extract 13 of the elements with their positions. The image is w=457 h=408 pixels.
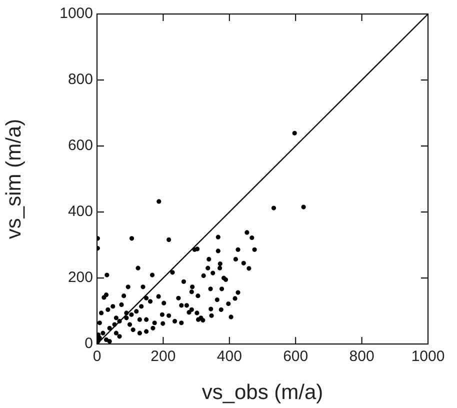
y-tick-label: 400 [68, 203, 93, 220]
x-tick-label: 800 [349, 348, 374, 366]
y-tick-label: 1000 [60, 5, 93, 22]
x-tick-label: 200 [150, 348, 176, 366]
y-tick-label: 0 [84, 335, 93, 352]
x-tick-label: 400 [216, 348, 242, 366]
x-tick-label: 1000 [411, 348, 445, 366]
y-tick-label: 800 [68, 71, 93, 88]
x-tick-label: 600 [283, 348, 308, 366]
y-tick-label: 600 [68, 137, 93, 154]
x-axis-title: vs_obs (m/a) [202, 381, 324, 404]
y-axis-title: vs_sim (m/a) [2, 118, 26, 240]
y-tick-label: 200 [68, 269, 93, 286]
